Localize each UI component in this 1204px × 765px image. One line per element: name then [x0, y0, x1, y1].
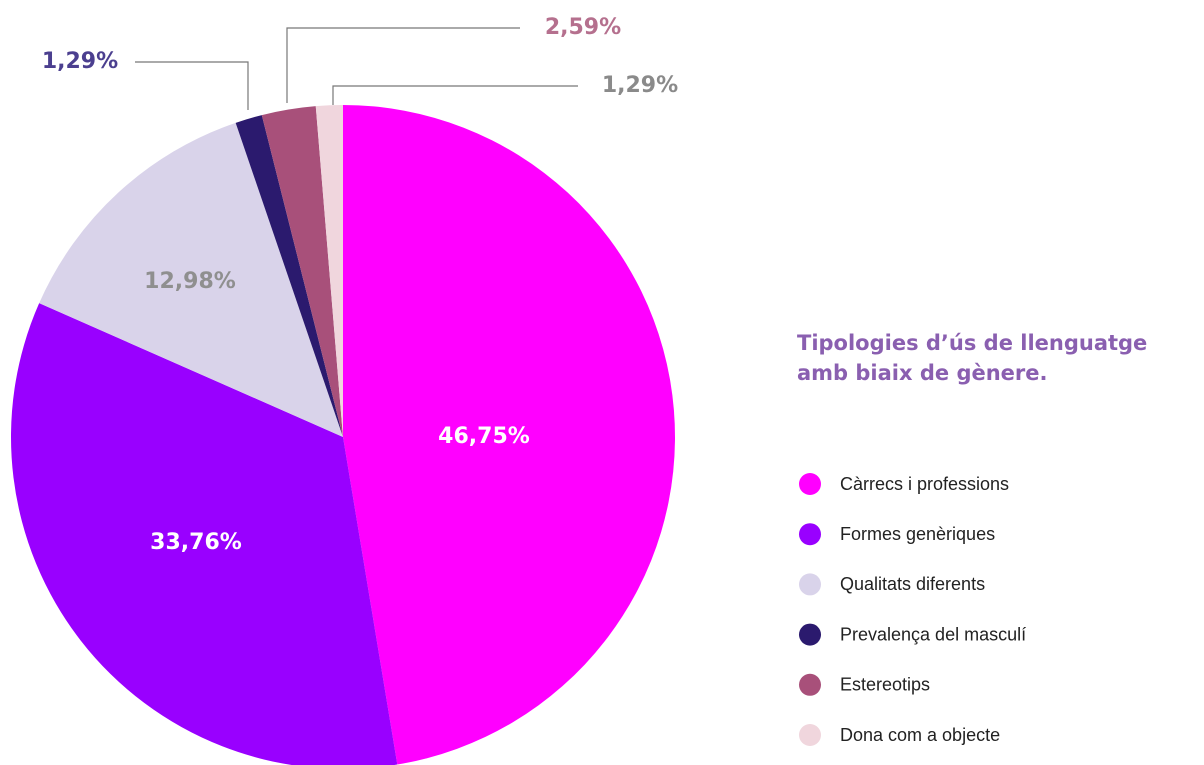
pie-slice: [261, 106, 343, 437]
data-label: 1,29%: [42, 49, 118, 74]
legend-label: Càrrecs i professions: [840, 474, 1009, 494]
leader-line: [286, 27, 520, 103]
legend-swatch: [799, 573, 821, 596]
legend-swatch: [799, 623, 821, 646]
pie-slice: [11, 303, 398, 765]
leader-line: [332, 85, 578, 105]
legend-swatch: [799, 724, 821, 746]
legend-swatch: [799, 673, 821, 696]
legend-swatch: [799, 523, 821, 546]
data-label: 46,75%: [438, 424, 530, 449]
pie-slice: [315, 105, 343, 437]
pie-slice: [39, 122, 343, 438]
legend-label: Estereotips: [840, 675, 930, 695]
legend-title: Tipologies d’ús de llenguatge amb biaix …: [797, 331, 1148, 385]
leader-line: [135, 61, 249, 110]
legend-label: Qualitats diferents: [840, 574, 985, 594]
legend-label: Prevalença del masculí: [840, 624, 1026, 644]
data-label: 33,76%: [150, 530, 242, 555]
legend-swatch: [799, 473, 821, 495]
pie-slice: [235, 115, 343, 438]
legend-label: Formes genèriques: [840, 524, 995, 544]
data-label: 12,98%: [144, 269, 236, 294]
legend-label: Dona com a objecte: [840, 725, 1000, 745]
data-label: 2,59%: [545, 15, 621, 40]
pie-slice: [343, 105, 675, 765]
data-label: 1,29%: [602, 73, 678, 98]
